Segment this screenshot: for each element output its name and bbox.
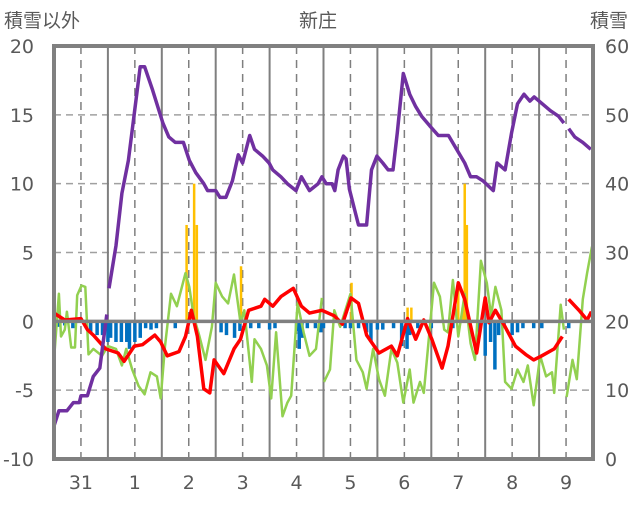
right-tick-label: 10	[605, 380, 629, 402]
blue-bar	[405, 321, 409, 349]
orange-bar	[239, 266, 243, 322]
orange-bar	[195, 224, 199, 322]
blue-bar	[483, 321, 487, 356]
x-tick-label: 4	[291, 472, 303, 494]
snow-depth-line	[52, 314, 109, 427]
blue-bar	[381, 321, 385, 330]
blue-bar	[125, 321, 129, 342]
blue-bar	[319, 321, 323, 333]
bars	[53, 183, 571, 370]
left-tick-label: -5	[15, 380, 34, 402]
chart-title: 新庄	[299, 10, 337, 32]
blue-bar	[369, 321, 373, 342]
x-tick-label: 9	[560, 472, 572, 494]
right-tick-label: 30	[605, 243, 629, 265]
blue-bar	[133, 321, 137, 342]
orange-bar	[410, 307, 413, 322]
blue-bar	[515, 321, 520, 333]
right-tick-label: 60	[605, 36, 629, 58]
blue-bar	[540, 321, 544, 329]
blue-bar	[106, 321, 110, 342]
right-tick-label: 0	[605, 449, 617, 471]
blue-bar	[71, 321, 75, 329]
green-series-line	[52, 271, 324, 418]
left-tick-label: 10	[10, 174, 34, 196]
blue-bar	[224, 321, 229, 336]
blue-bar	[88, 321, 93, 333]
blue-bar	[531, 321, 536, 329]
blue-bar	[496, 321, 501, 336]
blue-bar	[114, 321, 118, 342]
blue-bar	[416, 321, 420, 329]
blue-bar	[273, 321, 277, 329]
blue-bar	[391, 321, 396, 329]
orange-bar	[463, 183, 466, 322]
blue-bar	[100, 321, 105, 336]
orange-bar	[465, 224, 469, 322]
snow-depth-line	[107, 64, 566, 289]
left-tick-label: 0	[22, 311, 34, 333]
right-tick-label: 40	[605, 174, 629, 196]
snow-depth-line	[567, 127, 592, 151]
x-tick-label: 7	[452, 472, 464, 494]
orange-bar	[192, 183, 196, 322]
blue-bar	[313, 321, 318, 329]
blue-bar	[95, 321, 99, 336]
orange-bar	[457, 281, 460, 322]
blue-bar	[173, 321, 178, 329]
blue-bar	[238, 321, 242, 331]
blue-bar	[248, 321, 253, 329]
lines	[52, 64, 595, 427]
blue-bar	[356, 321, 361, 329]
blue-bar	[257, 321, 261, 329]
blue-bar	[493, 321, 497, 370]
blue-bar	[305, 321, 310, 329]
blue-bar	[119, 321, 124, 342]
blue-bar	[510, 321, 514, 336]
blue-bar	[149, 321, 153, 330]
blue-bar	[566, 321, 571, 329]
blue-bar	[343, 321, 347, 329]
blue-bar	[297, 321, 301, 349]
blue-bar	[348, 321, 353, 329]
blue-bar	[375, 321, 380, 330]
right-tick-label: 20	[605, 311, 629, 333]
red-series-line	[53, 281, 564, 395]
blue-bar	[219, 321, 223, 333]
blue-bar	[321, 321, 326, 329]
blue-bar	[521, 321, 525, 329]
left-axis-title: 積雪以外	[4, 10, 80, 32]
x-tick-label: 5	[344, 472, 356, 494]
right-tick-label: 50	[605, 105, 629, 127]
left-tick-label: 5	[22, 243, 34, 265]
orange-bar	[406, 307, 409, 322]
left-tick-label: 20	[10, 36, 34, 58]
blue-bar	[127, 321, 132, 349]
x-tick-label: 3	[237, 472, 249, 494]
x-tick-label: 2	[183, 472, 195, 494]
left-tick-label: 15	[10, 105, 34, 127]
blue-bar	[267, 321, 272, 330]
left-tick-label: -10	[3, 449, 34, 471]
blue-bar	[138, 321, 142, 338]
x-tick-label: 31	[69, 472, 93, 494]
blue-bar	[154, 321, 159, 329]
plot-frame	[52, 44, 595, 461]
blue-bar	[232, 321, 237, 338]
blue-bar	[364, 321, 369, 333]
red-series-line	[567, 298, 593, 322]
right-axis-title: 積雪	[590, 10, 628, 32]
blue-bar	[488, 321, 493, 342]
blue-bar	[143, 321, 148, 329]
x-tick-label: 8	[506, 472, 518, 494]
blue-bar	[108, 321, 113, 338]
x-tick-label: 1	[129, 472, 141, 494]
green-series-line	[322, 259, 566, 407]
x-tick-label: 6	[398, 472, 410, 494]
